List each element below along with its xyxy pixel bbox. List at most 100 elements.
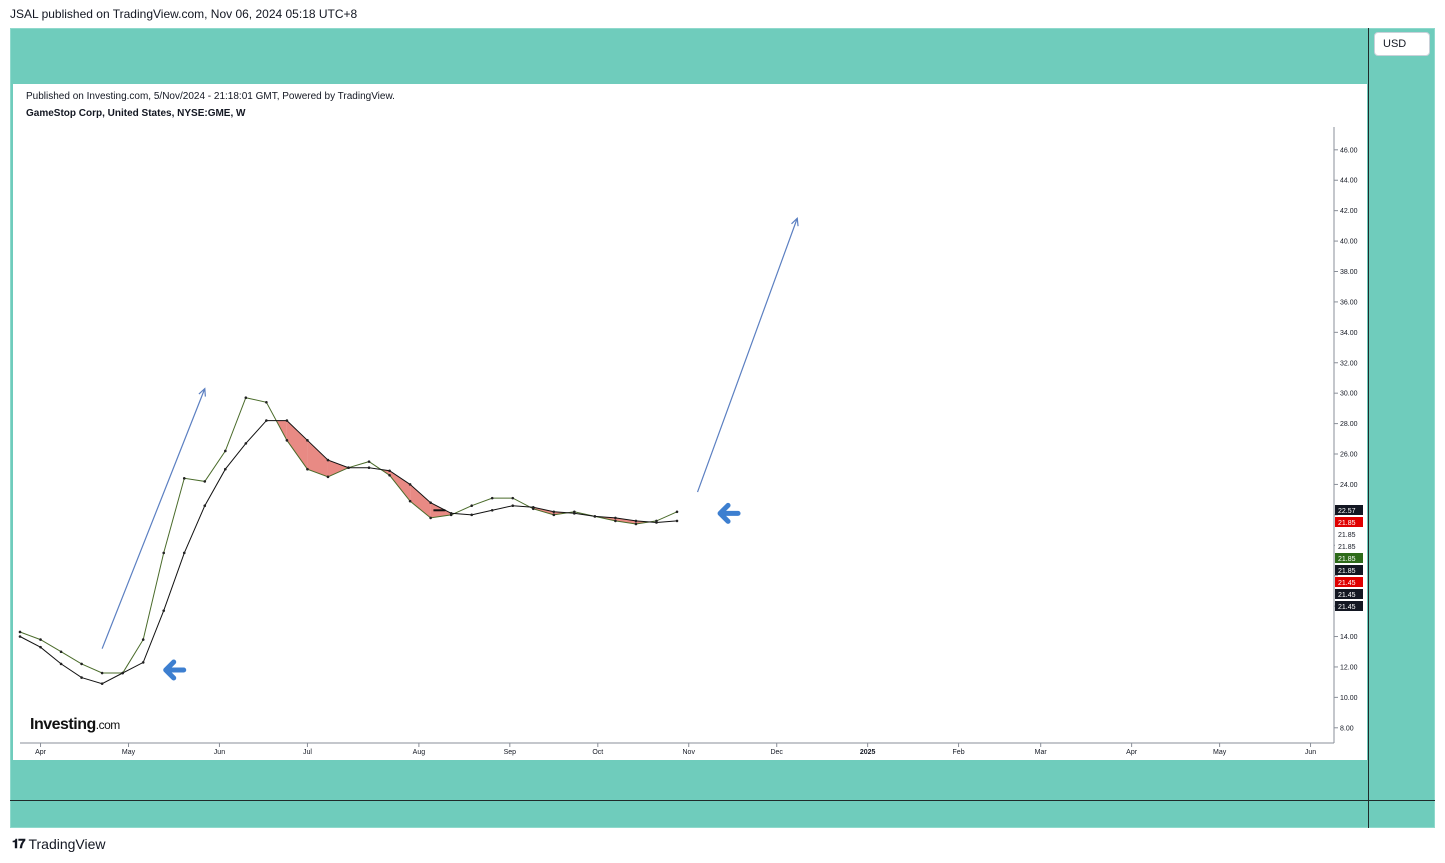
fast-ma-point bbox=[224, 449, 227, 453]
bearish-fill bbox=[389, 470, 411, 502]
y-tick-label: 36.00 bbox=[1340, 299, 1358, 306]
slow-ma-point bbox=[162, 609, 166, 612]
slow-ma-point bbox=[244, 442, 248, 445]
price-label-bg bbox=[1335, 565, 1363, 575]
y-tick-label: 40.00 bbox=[1340, 239, 1358, 246]
x-tick-label: Jun bbox=[1305, 749, 1316, 756]
bearish-fill bbox=[307, 440, 328, 477]
y-tick-label: 12.00 bbox=[1340, 664, 1358, 671]
fast-ma-point bbox=[162, 551, 166, 555]
trend-arrow-head bbox=[791, 216, 799, 227]
slow-ma-point bbox=[593, 515, 597, 518]
price-label-bg bbox=[1335, 505, 1363, 515]
fast-ma-point bbox=[326, 475, 330, 479]
price-label-bg bbox=[1335, 529, 1363, 539]
x-tick-label: Sep bbox=[504, 749, 517, 756]
price-label: 21.85 bbox=[1338, 568, 1356, 575]
y-tick-label: 10.00 bbox=[1340, 695, 1358, 702]
left-arrow-marker-icon bbox=[163, 659, 187, 681]
y-tick-label: 34.00 bbox=[1340, 330, 1358, 337]
price-label: 21.85 bbox=[1338, 532, 1356, 539]
price-label-bg bbox=[1335, 517, 1363, 527]
slow-ma-point bbox=[224, 467, 227, 471]
price-label-bg bbox=[1335, 541, 1363, 551]
slow-ma-point bbox=[59, 662, 63, 666]
slow-ma-point bbox=[285, 419, 289, 422]
slow-ma-point bbox=[655, 521, 658, 524]
fast-ma-point bbox=[39, 638, 42, 641]
fast-ma-point bbox=[429, 516, 432, 520]
price-label-bg bbox=[1335, 577, 1363, 587]
slow-ma-point bbox=[347, 466, 350, 470]
price-label: 21.85 bbox=[1338, 556, 1356, 563]
slow-ma-point bbox=[552, 510, 556, 514]
slow-ma-point bbox=[408, 483, 412, 486]
fast-ma-point bbox=[614, 519, 617, 523]
fast-ma-point bbox=[18, 630, 22, 634]
y-tick-label: 26.00 bbox=[1340, 452, 1358, 459]
slow-ma-point bbox=[80, 676, 83, 679]
price-label: 21.85 bbox=[1338, 520, 1356, 527]
price-label: 21.45 bbox=[1338, 580, 1356, 587]
investing-logo: Investing.com bbox=[30, 716, 120, 734]
chart-published-text: Published on Investing.com, 5/Nov/2024 -… bbox=[26, 91, 395, 102]
y-tick-label: 32.00 bbox=[1340, 360, 1358, 367]
fast-ma-point bbox=[244, 396, 248, 400]
fast-ma-point bbox=[552, 513, 556, 517]
slow-ma-point bbox=[634, 519, 638, 523]
price-label: 21.45 bbox=[1338, 604, 1356, 611]
fast-ma-point bbox=[141, 638, 145, 641]
slow-ma-point bbox=[182, 551, 186, 555]
bearish-fill bbox=[286, 420, 308, 470]
trend-arrow-line bbox=[101, 388, 206, 649]
x-tick-label: Nov bbox=[683, 749, 696, 756]
y-tick-label: 14.00 bbox=[1340, 634, 1358, 641]
x-tick-label: Oct bbox=[592, 749, 603, 756]
y-tick-label: 44.00 bbox=[1340, 178, 1358, 185]
fast-ma-point bbox=[634, 522, 638, 526]
fast-ma-point bbox=[408, 499, 412, 503]
fast-ma-point bbox=[100, 671, 104, 675]
frame-divider-vertical bbox=[1368, 28, 1369, 828]
slow-ma-point bbox=[326, 458, 330, 462]
x-tick-label: Aug bbox=[413, 749, 426, 756]
slow-ma-point bbox=[511, 504, 515, 508]
slow-ma-point bbox=[573, 512, 576, 515]
y-tick-label: 42.00 bbox=[1340, 208, 1358, 215]
price-label: 22.57 bbox=[1338, 508, 1356, 515]
fast-ma-point bbox=[470, 504, 473, 508]
fast-ma-point bbox=[388, 474, 391, 477]
slow-ma-point bbox=[18, 635, 22, 638]
slow-ma-point bbox=[675, 519, 679, 523]
slow-ma-point bbox=[470, 513, 473, 517]
slow-ma-point bbox=[429, 501, 432, 504]
tradingview-footer[interactable]: 𝟏𝟕 TradingView bbox=[12, 836, 106, 852]
currency-button[interactable]: USD bbox=[1374, 32, 1430, 56]
fast-ma-point bbox=[285, 439, 289, 442]
x-tick-label: May bbox=[1213, 749, 1227, 756]
bearish-fill bbox=[327, 460, 349, 477]
price-label-bg bbox=[1335, 589, 1363, 599]
fast-ma-point bbox=[511, 496, 515, 500]
x-tick-label: Feb bbox=[953, 749, 965, 756]
price-label: 21.45 bbox=[1338, 592, 1356, 599]
x-tick-label: Jul bbox=[303, 749, 312, 756]
trend-arrow-head bbox=[198, 387, 206, 397]
chart-symbol-title: GameStop Corp, United States, NYSE:GME, … bbox=[26, 108, 246, 119]
slow-ma-point bbox=[121, 671, 124, 675]
x-tick-label: Mar bbox=[1035, 749, 1048, 756]
slow-ma-point bbox=[614, 516, 617, 520]
slow-ma-point bbox=[306, 439, 309, 442]
fast-ma-point bbox=[203, 480, 207, 483]
fast-ma-point bbox=[490, 496, 494, 500]
x-tick-label: Apr bbox=[1126, 749, 1138, 756]
fast-ma-point bbox=[367, 460, 371, 463]
slow-ma-point bbox=[367, 466, 371, 470]
investing-logo-text: Investing bbox=[30, 716, 96, 733]
tradingview-footer-label: TradingView bbox=[28, 836, 106, 852]
slow-ma-point bbox=[490, 508, 494, 512]
fast-ma-point bbox=[182, 477, 186, 480]
y-tick-label: 28.00 bbox=[1340, 421, 1358, 428]
price-label-bg bbox=[1335, 601, 1363, 611]
